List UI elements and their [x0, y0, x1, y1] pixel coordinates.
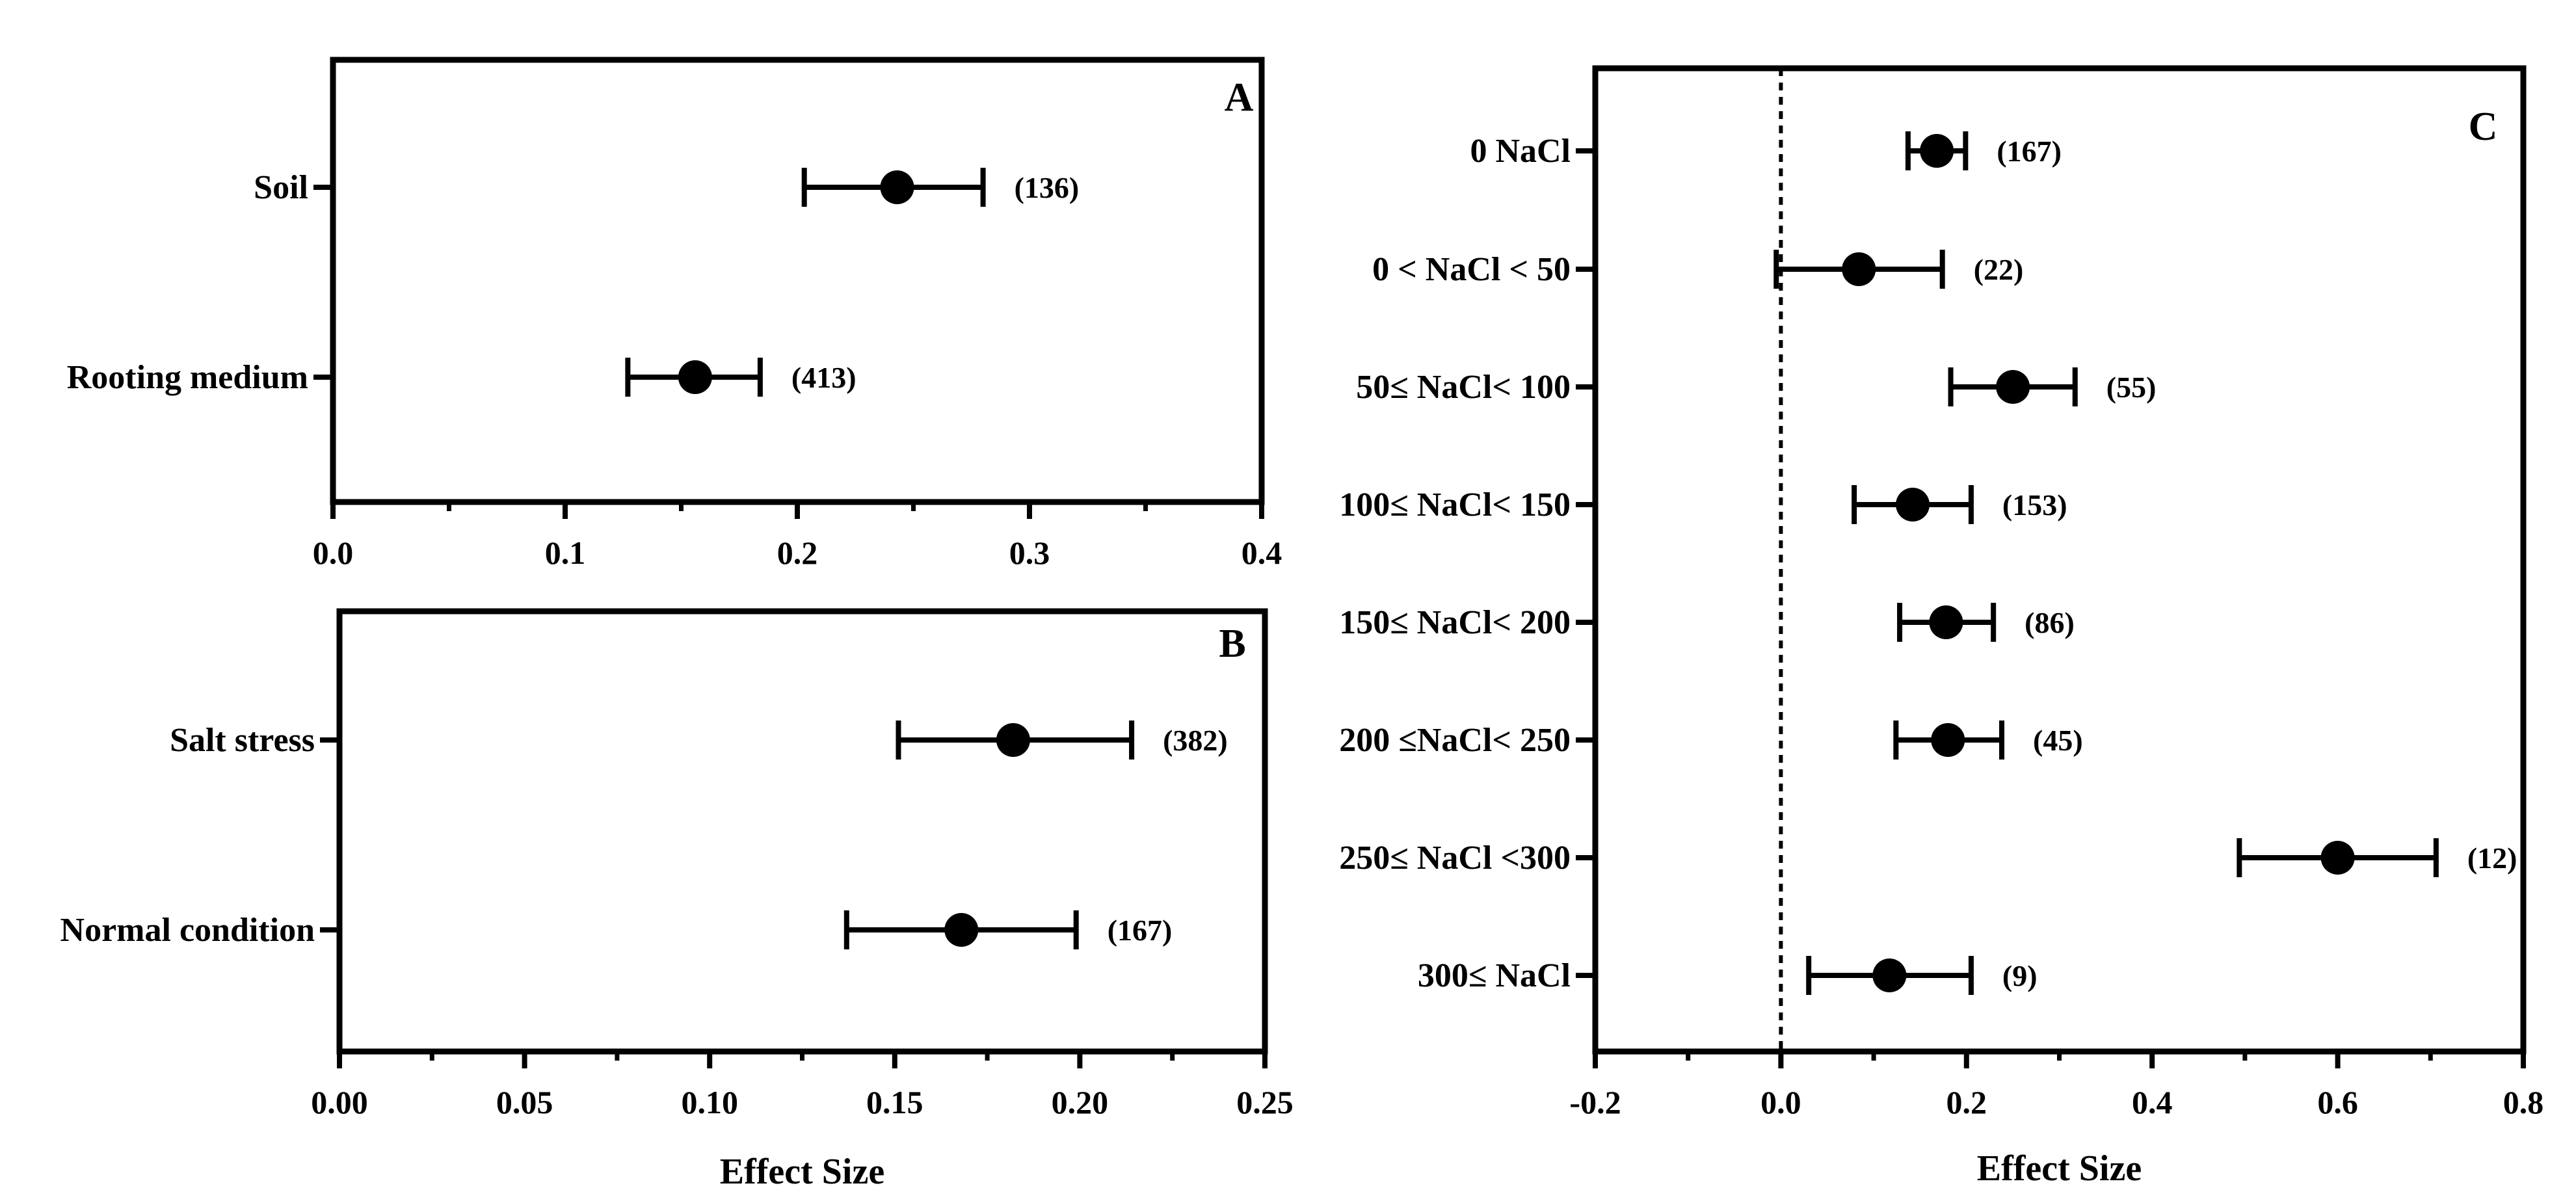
effect-point	[1842, 252, 1876, 286]
panel-frame	[330, 57, 1265, 505]
x-tick-label: 0.10	[681, 1084, 738, 1120]
y-category-label: Normal condition	[60, 912, 315, 949]
x-tick-label: 0.2	[1946, 1084, 1987, 1120]
sample-size-label: (382)	[1163, 724, 1228, 757]
y-category-label: 50≤ NaCl< 100	[1356, 369, 1571, 406]
x-axis-title: Effect Size	[1977, 1148, 2142, 1189]
y-category-label: 0 NaCl	[1470, 133, 1571, 170]
effect-point	[1931, 723, 1965, 757]
x-tick-label: 0.1	[545, 535, 586, 571]
y-category-label: 100≤ NaCl< 150	[1339, 486, 1571, 523]
effect-point	[944, 913, 979, 947]
sample-size-label: (12)	[2467, 841, 2517, 875]
x-tick-label: 0.15	[866, 1084, 923, 1120]
sample-size-label: (167)	[1108, 914, 1173, 947]
sample-size-label: (9)	[2002, 959, 2038, 992]
y-category-label: 0 < NaCl < 50	[1372, 251, 1571, 288]
sample-size-label: (55)	[2106, 371, 2157, 404]
panel-a: A 0.0 0.1 0.2 0.3 0.4 Soil (136) Rooting medium (…	[67, 57, 1282, 571]
x-tick-label: 0.4	[2132, 1084, 2173, 1120]
panel-letter: A	[1225, 75, 1254, 120]
x-tick-label: 0.4	[1242, 535, 1282, 571]
effect-point	[1920, 134, 1954, 168]
sample-size-label: (413)	[791, 361, 856, 394]
y-category-label: Soil	[254, 169, 308, 206]
x-tick-label: 0.6	[2317, 1084, 2358, 1120]
x-tick-label: 0.0	[313, 535, 354, 571]
effect-point	[1896, 488, 1930, 522]
panel-letter: B	[1219, 622, 1245, 666]
sample-size-label: (153)	[2002, 488, 2067, 522]
panel-letter: C	[2469, 105, 2498, 149]
x-tick-label: 0.05	[496, 1084, 553, 1120]
x-tick-label: 0.8	[2503, 1084, 2544, 1120]
sample-size-label: (136)	[1015, 171, 1080, 204]
y-category-label: 200 ≤NaCl< 250	[1339, 722, 1571, 759]
panel-c: C -0.2 0.0 0.2 0.4 0.6 0.8 Effect Size 0 NaCl (16…	[1339, 65, 2544, 1189]
sample-size-label: (45)	[2033, 724, 2083, 757]
effect-point	[880, 170, 914, 204]
sample-size-label: (22)	[1974, 253, 2024, 286]
x-tick-label: 0.00	[311, 1084, 368, 1120]
x-tick-label: 0.20	[1052, 1084, 1109, 1120]
x-tick-label: 0.25	[1236, 1084, 1294, 1120]
effect-point	[2320, 841, 2355, 875]
y-category-label: Salt stress	[170, 722, 315, 759]
effect-point	[996, 723, 1030, 757]
effect-point	[1996, 370, 2030, 404]
y-category-label: Rooting medium	[67, 359, 308, 396]
x-tick-label: 0.3	[1009, 535, 1050, 571]
y-category-label: 250≤ NaCl <300	[1339, 839, 1571, 877]
panel-frame	[1592, 65, 2527, 1055]
panel-frame	[336, 608, 1268, 1055]
x-tick-label: -0.2	[1569, 1084, 1621, 1120]
x-tick-label: 0.2	[777, 535, 818, 571]
panel-b: B 0.00 0.05 0.10 0.15 0.20 0.25 Effect Size Salt…	[60, 608, 1294, 1192]
y-category-label: 300≤ NaCl	[1418, 957, 1571, 994]
sample-size-label: (86)	[2025, 606, 2075, 639]
effect-point	[1929, 605, 1963, 639]
x-axis-title: Effect Size	[720, 1152, 884, 1192]
x-tick-label: 0.0	[1760, 1084, 1801, 1120]
effect-point	[1872, 958, 1907, 992]
y-category-label: 150≤ NaCl< 200	[1339, 604, 1571, 641]
effect-point	[678, 360, 712, 394]
sample-size-label: (167)	[1997, 135, 2062, 168]
